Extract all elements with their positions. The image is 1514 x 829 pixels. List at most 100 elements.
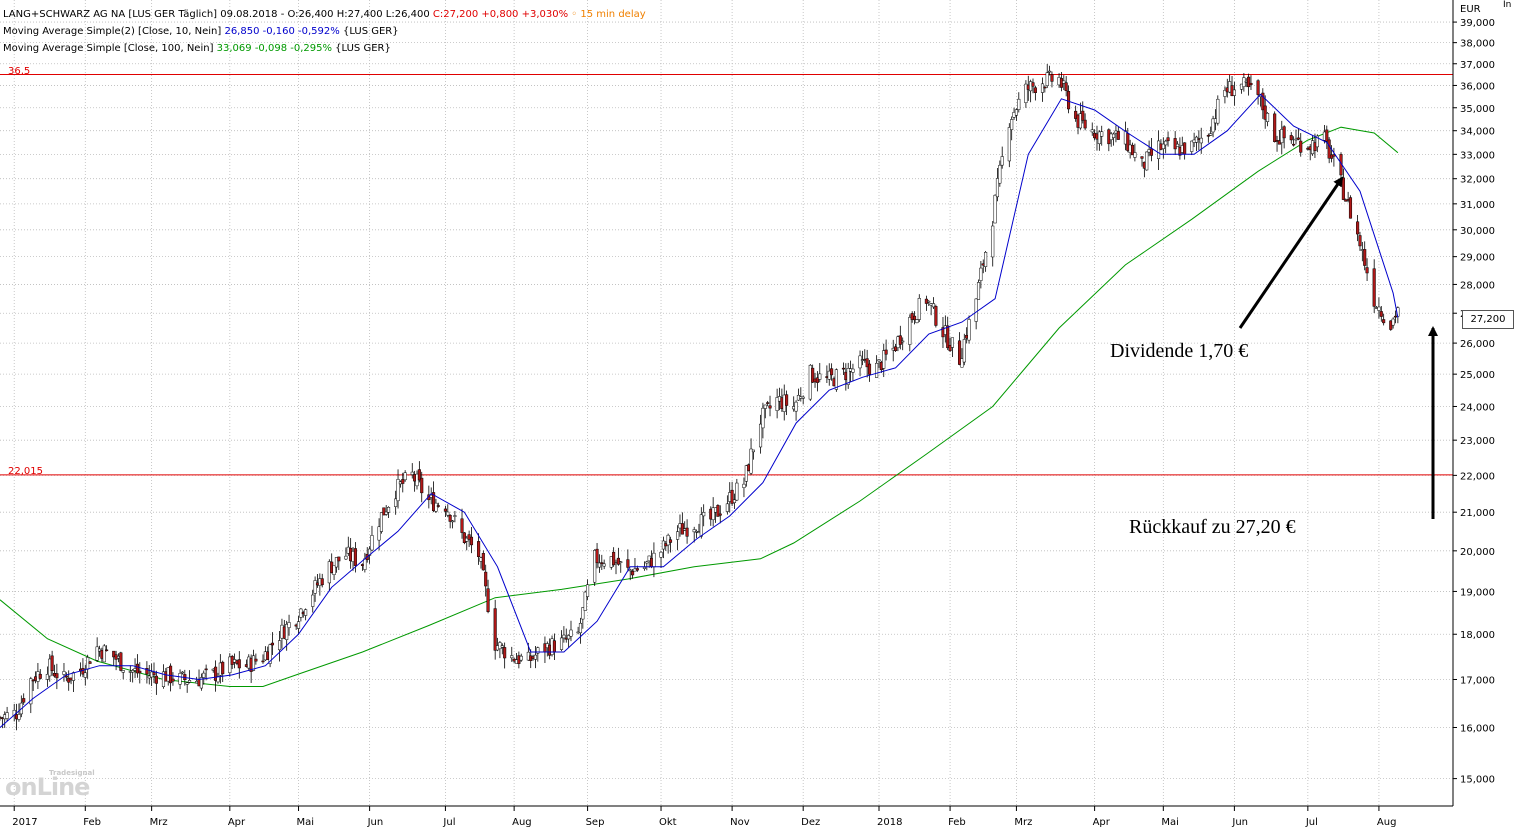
candle-body xyxy=(228,656,232,674)
candle-body xyxy=(751,449,755,453)
candle-body xyxy=(1282,126,1286,139)
candle-body xyxy=(202,672,206,678)
candle-body xyxy=(1356,221,1360,235)
annotation-arrows xyxy=(1238,176,1438,519)
candle-body xyxy=(1066,91,1071,110)
candle-body xyxy=(138,670,142,674)
delay-note: ◦ 15 min delay xyxy=(568,9,646,20)
candle-body xyxy=(1173,138,1177,150)
candle-body xyxy=(313,580,317,594)
logo-main-text: onLine xyxy=(5,773,90,801)
candle-body xyxy=(477,541,481,558)
annotation-dividend: Dividende 1,70 € xyxy=(1110,340,1249,362)
candle-body xyxy=(894,346,898,352)
candle-body xyxy=(645,561,649,564)
candle-body xyxy=(552,640,556,653)
candle-body xyxy=(818,373,822,380)
candle-body xyxy=(237,659,241,669)
y-tick-label: 36,000 xyxy=(1460,81,1495,92)
candle-body xyxy=(1377,306,1381,311)
horizontal-lines xyxy=(0,74,1453,476)
candle-body xyxy=(884,349,888,355)
candle-body xyxy=(619,561,623,563)
candle-body xyxy=(169,665,173,684)
candle-body xyxy=(785,394,789,406)
candle-body xyxy=(1348,197,1353,219)
candle-body xyxy=(1223,90,1227,97)
candle-body xyxy=(311,594,315,607)
candle-body xyxy=(484,571,488,587)
x-tick-label: 2018 xyxy=(877,817,902,828)
y-tick-label: 20,000 xyxy=(1460,547,1495,558)
candle-body xyxy=(344,555,348,560)
x-tick-label: Dez xyxy=(801,817,820,828)
candle-body xyxy=(1315,135,1319,148)
candle-body xyxy=(991,225,995,258)
candle-body xyxy=(97,648,102,652)
candle-body xyxy=(119,652,123,671)
candle-body xyxy=(62,671,66,675)
candle-body xyxy=(199,677,203,689)
x-tick-label: Okt xyxy=(659,817,677,828)
candle-body xyxy=(387,507,391,513)
candle-body xyxy=(112,650,116,658)
candle-body xyxy=(1083,119,1087,129)
candle-body xyxy=(811,367,815,383)
candle-body xyxy=(1081,110,1085,121)
candle-body xyxy=(1024,83,1028,103)
candle-body xyxy=(1299,140,1303,153)
candle-body xyxy=(827,370,831,380)
candle-body xyxy=(1190,140,1194,152)
candle-body xyxy=(927,300,931,303)
candle-body xyxy=(960,358,964,368)
candle-body xyxy=(71,672,75,681)
candle-body xyxy=(462,532,466,543)
candle-body xyxy=(443,508,447,512)
candle-body xyxy=(214,666,218,681)
candle-body xyxy=(152,672,156,676)
x-tick-label: Jul xyxy=(1305,817,1318,828)
y-tick-label: 31,000 xyxy=(1460,200,1495,211)
candle-body xyxy=(578,622,583,634)
hline-label-upper: 36,5 xyxy=(8,66,31,77)
candle-body xyxy=(685,527,689,537)
candle-body xyxy=(154,675,158,684)
candle-body xyxy=(1209,133,1213,136)
candle-body xyxy=(1358,235,1362,247)
candle-body xyxy=(631,571,635,576)
candle-body xyxy=(185,682,189,685)
ma100-line xyxy=(0,126,1399,687)
candle-body xyxy=(962,339,966,363)
candle-body xyxy=(628,569,632,572)
candle-body xyxy=(12,709,16,717)
candle-body xyxy=(434,502,438,512)
candle-body xyxy=(453,515,457,517)
candle-body xyxy=(384,511,388,515)
candle-body xyxy=(934,306,938,326)
candle-body xyxy=(559,637,564,650)
ma10-values: 26,850 -0,160 -0,592% xyxy=(224,26,340,37)
candle-body xyxy=(1266,112,1270,122)
candle-body xyxy=(88,661,92,664)
y-tick-label: 28,000 xyxy=(1460,280,1495,291)
candle-body xyxy=(45,674,49,680)
candle-body xyxy=(1206,135,1210,137)
candle-body xyxy=(749,448,753,474)
candle-body xyxy=(460,518,464,533)
x-tick-label: 2017 xyxy=(12,817,37,828)
close-change: C:27,200 +0,800 +3,030% xyxy=(432,9,569,20)
candle-body xyxy=(1033,87,1037,93)
candle-body xyxy=(976,282,981,300)
header-line-ma100: Moving Average Simple [Close, 100, Nein]… xyxy=(3,43,391,55)
candle-body xyxy=(593,550,597,583)
candle-body xyxy=(898,335,902,345)
candle-body xyxy=(446,511,450,516)
candle-body xyxy=(1149,148,1154,156)
y-tick-label: 37,000 xyxy=(1460,60,1495,71)
candle-body xyxy=(1116,131,1120,140)
candle-body xyxy=(363,558,367,570)
candle-body xyxy=(766,402,770,404)
candle-body xyxy=(1327,139,1331,159)
candle-body xyxy=(1372,268,1376,307)
